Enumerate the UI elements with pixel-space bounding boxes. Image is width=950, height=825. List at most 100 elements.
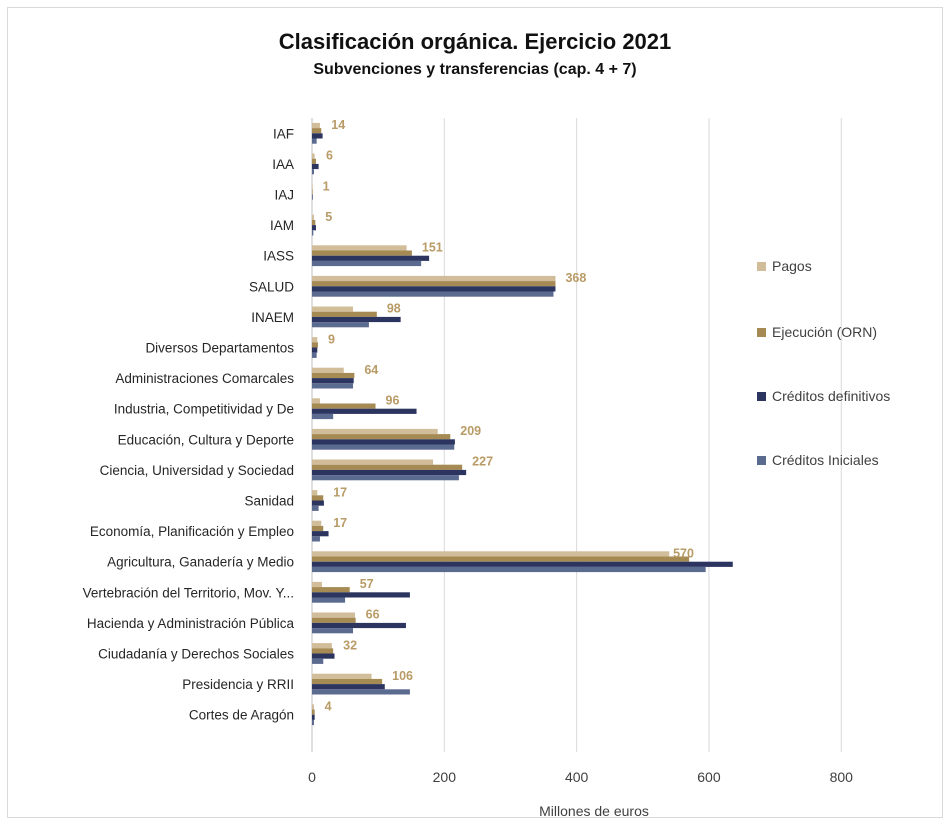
bar	[312, 122, 320, 129]
data-label: 1	[323, 179, 330, 193]
bar	[312, 709, 315, 715]
x-tick-label: 800	[830, 769, 854, 785]
bar	[312, 581, 322, 588]
bar	[312, 469, 467, 476]
x-tick-label: 400	[565, 769, 589, 785]
bar	[312, 592, 410, 598]
data-label: 32	[343, 638, 357, 652]
bar	[312, 291, 554, 297]
category-label: Hacienda y Administración Pública	[87, 616, 295, 631]
bar	[312, 169, 314, 175]
category-label: Ciudadanía y Derechos Sociales	[98, 647, 294, 662]
bar	[312, 255, 430, 261]
bar	[312, 648, 334, 654]
legend-label: Créditos definitivos	[772, 388, 890, 404]
category-label: Presidencia y RRII	[182, 677, 294, 692]
data-label: 151	[422, 241, 443, 255]
data-label: 14	[331, 118, 345, 132]
bar	[312, 337, 318, 343]
bar	[312, 678, 383, 685]
bar	[312, 342, 318, 348]
data-label: 66	[366, 608, 380, 622]
bar	[312, 219, 316, 226]
bar	[312, 505, 319, 511]
category-label: SALUD	[249, 279, 294, 294]
category-labels: IAF IAA IAJ IAM IASS SALUD INAEM Diversos Depar…	[83, 126, 295, 722]
legend-swatch	[757, 328, 766, 337]
bar	[312, 434, 451, 440]
chart-frame	[7, 7, 943, 818]
bars	[312, 122, 733, 726]
x-tick-label: 600	[697, 769, 721, 785]
bar	[312, 551, 670, 557]
category-label: Administraciones Comarcales	[115, 371, 294, 386]
bar	[312, 459, 434, 465]
legend-label: Créditos Iniciales	[772, 452, 879, 468]
bar	[312, 566, 706, 573]
data-labels: 1461515136898964962092271717570576632106…	[323, 118, 694, 713]
chart-subtitle: Subvenciones y transferencias (cap. 4 + …	[313, 61, 637, 78]
legend-label: Ejecución (ORN)	[772, 324, 877, 340]
bar	[312, 230, 314, 236]
data-label: 17	[333, 485, 347, 499]
bar	[312, 475, 459, 481]
category-label: Sanidad	[244, 494, 294, 509]
category-label: Industria, Competitividad y De	[114, 402, 294, 417]
x-tick-label: 200	[433, 769, 457, 785]
bar	[312, 444, 455, 450]
legend: Pagos Ejecución (ORN) Créditos definitivos…	[757, 258, 890, 468]
bar	[312, 163, 319, 170]
category-label: IAA	[272, 157, 294, 172]
bar	[312, 194, 313, 200]
bar	[312, 250, 412, 256]
bar	[312, 372, 355, 379]
category-label: Educación, Cultura y Deporte	[118, 432, 294, 447]
x-tick-label: 0	[308, 769, 316, 785]
bar	[312, 138, 317, 144]
bar	[312, 403, 376, 409]
bar	[312, 597, 346, 603]
bar	[312, 153, 315, 159]
bar	[312, 495, 324, 501]
bar	[312, 689, 410, 695]
bar	[312, 189, 313, 195]
bar	[312, 536, 320, 542]
bar	[312, 383, 354, 389]
category-label: IAF	[273, 126, 294, 141]
x-axis-title: Millones de euros	[539, 803, 649, 819]
data-label: 9	[328, 332, 335, 346]
bar	[312, 587, 350, 593]
bar	[312, 531, 329, 537]
data-label: 209	[460, 424, 481, 438]
bar	[312, 490, 318, 496]
bar	[312, 612, 356, 618]
data-label: 5	[325, 210, 332, 224]
legend-swatch	[757, 392, 766, 401]
category-label: IAJ	[274, 188, 294, 203]
bar	[312, 184, 313, 190]
bar	[312, 617, 356, 623]
bar	[312, 561, 733, 567]
category-label: INAEM	[251, 310, 294, 325]
category-label: IAM	[270, 218, 294, 233]
bar	[312, 378, 354, 384]
category-label: IASS	[263, 249, 294, 264]
bar	[312, 347, 318, 353]
bar	[312, 622, 406, 629]
bar	[312, 684, 385, 690]
bar	[312, 628, 354, 634]
data-label: 227	[472, 455, 493, 469]
bar	[312, 673, 372, 679]
bar	[312, 367, 344, 373]
bar	[312, 133, 323, 139]
data-label: 368	[565, 271, 586, 285]
bar	[312, 281, 556, 287]
bar	[312, 260, 422, 267]
category-label: Cortes de Aragón	[189, 708, 294, 723]
chart-title: Clasificación orgánica. Ejercicio 2021	[278, 29, 672, 54]
data-label: 98	[387, 302, 401, 316]
data-label: 4	[325, 700, 332, 714]
bar	[312, 500, 324, 506]
bar	[312, 352, 317, 358]
